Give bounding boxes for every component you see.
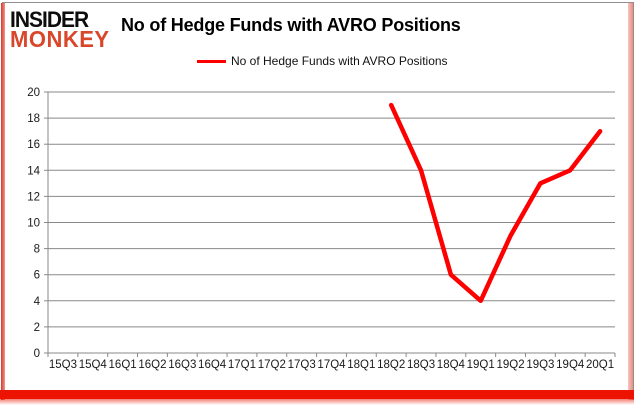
y-axis-tick-label: 2 <box>34 322 40 334</box>
y-axis-tick-label: 8 <box>34 244 40 256</box>
logo-line-insider: INSIDER <box>10 7 89 33</box>
frame-right-border <box>628 3 633 400</box>
x-axis-tick-label: 19Q3 <box>526 359 554 371</box>
x-axis-tick-label: 16Q2 <box>138 359 166 371</box>
y-axis-tick-label: 6 <box>34 270 40 282</box>
series-polyline <box>388 102 603 304</box>
y-axis-tick-label: 4 <box>34 296 41 308</box>
x-axis-tick-label: 17Q1 <box>228 359 256 371</box>
y-axis-tick-label: 16 <box>27 139 40 151</box>
logo-line-monkey: MONKEY <box>10 25 110 53</box>
x-axis-tick-label: 20Q1 <box>586 359 614 371</box>
frame-right-edge <box>633 2 634 400</box>
x-axis-tick-label: 16Q3 <box>168 359 196 371</box>
insider-monkey-logo: INSIDER MONKEY <box>10 7 110 53</box>
x-axis-tick-label: 17Q3 <box>288 359 316 371</box>
legend-line-swatch <box>197 59 226 63</box>
frame-bottom-border <box>0 390 634 399</box>
x-axis-tick-label: 18Q2 <box>377 359 405 371</box>
y-axis-tick-label: 18 <box>27 113 40 125</box>
x-axis-tick-label: 18Q1 <box>347 359 375 371</box>
y-axis-tick-label: 0 <box>34 348 40 360</box>
x-axis-tick-label: 16Q4 <box>198 359 227 371</box>
legend-label: No of Hedge Funds with AVRO Positions <box>231 54 448 68</box>
y-axis-tick-label: 12 <box>27 191 40 203</box>
chart-legend: No of Hedge Funds with AVRO Positions <box>197 54 448 68</box>
frame-left-border <box>1 3 5 400</box>
x-axis-tick-label: 17Q2 <box>258 359 286 371</box>
x-axis-tick-label: 19Q4 <box>556 359 585 371</box>
x-axis-tick-label: 15Q4 <box>79 359 108 371</box>
x-axis-tick-label: 18Q3 <box>407 359 435 371</box>
y-axis-tick-label: 10 <box>27 218 40 230</box>
y-axis-tick-label: 20 <box>27 87 40 99</box>
y-axis-tick-label: 14 <box>27 165 40 177</box>
chart-title: No of Hedge Funds with AVRO Positions <box>121 15 461 35</box>
x-axis-tick-label: 15Q3 <box>49 359 77 371</box>
frame-bottom-shadow <box>0 399 634 405</box>
frame-top-border <box>2 2 634 3</box>
x-axis-tick-label: 17Q4 <box>317 359 346 371</box>
x-axis-tick-label: 19Q1 <box>467 359 495 371</box>
x-axis-tick-label: 19Q2 <box>496 359 524 371</box>
x-axis-tick-label: 16Q1 <box>109 359 137 371</box>
x-axis-tick-label: 18Q4 <box>437 359 466 371</box>
